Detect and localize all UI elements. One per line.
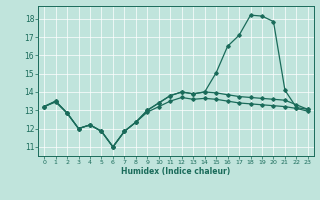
X-axis label: Humidex (Indice chaleur): Humidex (Indice chaleur) — [121, 167, 231, 176]
